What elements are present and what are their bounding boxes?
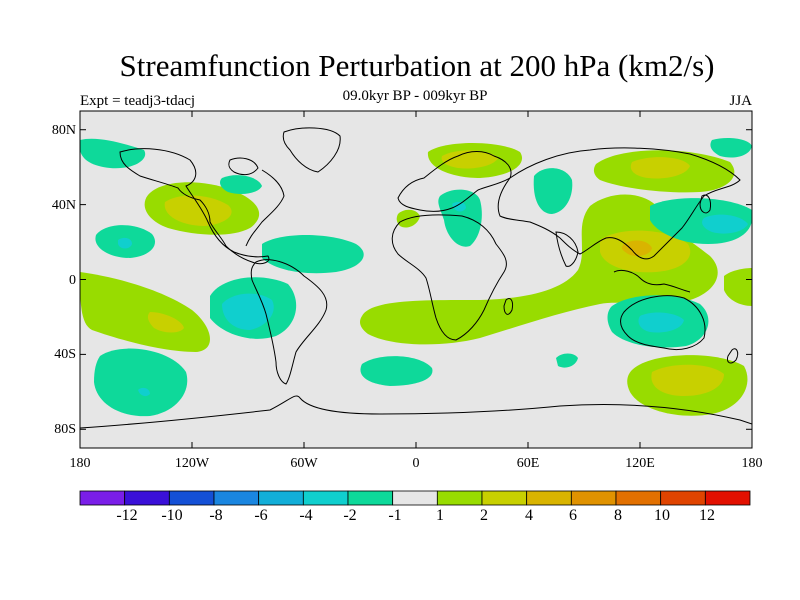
coast-east-america (245, 169, 285, 247)
lon-label-180-east: 180 (741, 456, 763, 471)
colorbar-label: -1 (388, 507, 402, 524)
field-region-south-pacific-negative (94, 348, 188, 417)
coast-indonesia (613, 269, 691, 293)
field-region-indian-ocean-negative (556, 353, 578, 368)
colorbar-swatch (79, 490, 126, 506)
colorbar-swatch (213, 490, 260, 506)
field-region-siberia-negative (533, 168, 573, 214)
lat-label-40s: 40S (54, 347, 76, 362)
chart-title: Streamfunction Perturbation at 200 hPa (… (119, 48, 715, 83)
field-region-scandinavia-core (441, 150, 498, 169)
coastlines (80, 127, 752, 429)
coast-australia (620, 295, 706, 351)
colorbar-label: 4 (525, 507, 533, 524)
coast-antarctica (80, 395, 752, 429)
colorbar-label: 8 (614, 507, 622, 524)
colorbar-label: 12 (699, 507, 715, 524)
lat-label-40n: 40N (51, 198, 76, 213)
field-region-arctic-east-negative (710, 138, 752, 158)
coast-india (555, 231, 579, 267)
coast-asia (497, 147, 741, 260)
colorbar-label: -12 (116, 507, 138, 524)
colorbar-label: -10 (161, 507, 183, 524)
field-region-europe-core (452, 201, 466, 212)
coast-africa (391, 214, 507, 341)
lon-label-0: 0 (412, 456, 420, 471)
coast-hudson-bay (228, 157, 259, 176)
field-region-se-pacific-core (147, 312, 184, 333)
coast-north-america (119, 148, 270, 265)
colorbar-swatch (124, 490, 170, 506)
colorbar-swatch (526, 490, 572, 506)
field-region-europe-negative (438, 189, 482, 247)
colorbar-swatch (392, 490, 438, 506)
colorbar-swatch (615, 490, 662, 506)
colorbar-swatch (570, 490, 617, 506)
lon-label-60w: 60W (290, 456, 318, 471)
lon-label-120e: 120E (625, 456, 655, 471)
experiment-label: Expt = teadj3-tdacj (80, 93, 196, 109)
lon-label-180-west: 180 (69, 456, 91, 471)
coast-south-america (250, 259, 328, 385)
colorbar-label: 2 (480, 507, 488, 524)
field-region-central-pacific-core (118, 237, 132, 249)
chart-subtitle: 09.0kyr BP - 009kyr BP (342, 88, 488, 104)
colorbar-swatch (436, 490, 483, 506)
field-region-south-america-core (222, 293, 274, 330)
colorbar-swatch (481, 490, 528, 506)
lat-label-80s: 80S (54, 422, 76, 437)
tick-marks (79, 111, 753, 448)
colorbar-label: -8 (209, 507, 223, 524)
coast-greenland (282, 127, 341, 173)
field-region-canada-negative (220, 175, 262, 194)
field-region-arctic-west-negative (80, 138, 146, 169)
field-region-southern-ocean-core (651, 364, 724, 396)
field-region-ural-core (630, 157, 690, 179)
field-region-asia-core-inner (621, 240, 652, 256)
coast-new-zealand (727, 348, 739, 364)
coast-japan (699, 194, 711, 214)
colorbar-swatch (258, 490, 304, 506)
colorbar-label: 10 (654, 507, 670, 524)
colorbar-swatch (302, 490, 349, 506)
lon-label-120w: 120W (174, 456, 210, 471)
field-region-south-pacific-core (138, 387, 150, 397)
field-region-japan-core (702, 214, 748, 234)
field-region-ne-pacific-core (164, 195, 232, 226)
field-layer (80, 138, 752, 417)
lat-label-0: 0 (69, 273, 76, 288)
colorbar-swatch (168, 490, 215, 506)
lat-label-80n: 80N (51, 123, 76, 138)
colorbar-label: 6 (569, 507, 577, 524)
colorbar-label: -2 (343, 507, 357, 524)
field-region-australia-core (638, 312, 684, 333)
colorbar-label: 1 (436, 507, 444, 524)
field-region-se-pacific-positive (80, 272, 210, 352)
colorbar-swatch (347, 490, 394, 506)
coast-madagascar (503, 297, 513, 315)
colorbar-swatch (660, 490, 706, 506)
lon-label-60e: 60E (516, 456, 540, 471)
colorbar (79, 490, 751, 506)
field-region-east-pacific-positive (724, 268, 752, 306)
colorbar-swatch (704, 490, 751, 506)
colorbar-label: -4 (299, 507, 313, 524)
field-region-tropical-atlantic-negative (262, 235, 364, 274)
season-label: JJA (729, 93, 752, 109)
field-region-south-atlantic-negative (360, 356, 433, 386)
colorbar-label: -6 (254, 507, 268, 524)
